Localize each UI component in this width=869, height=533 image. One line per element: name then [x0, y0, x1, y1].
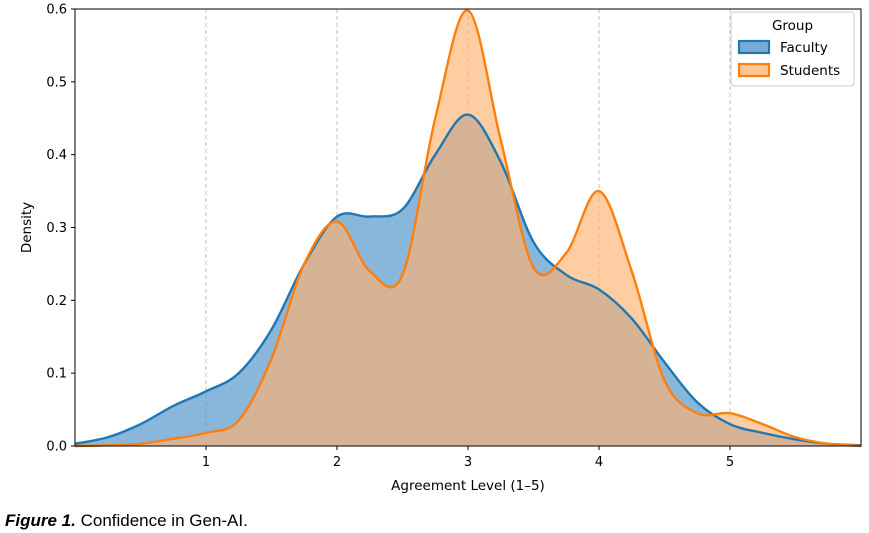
y-axis: 0.0 0.1 0.2 0.3 0.4 0.5 0.6 — [46, 3, 75, 455]
students-density-line — [74, 9, 862, 448]
legend-swatch-faculty — [737, 39, 771, 55]
figure-label: Figure 1. — [5, 511, 76, 530]
legend-label-students: Students — [780, 63, 840, 79]
y-tick-label: 0.4 — [46, 148, 67, 163]
legend-title: Group — [772, 18, 813, 34]
x-tick-label: 2 — [333, 455, 341, 470]
students-density-area — [75, 10, 861, 446]
y-tick-label: 0.0 — [46, 440, 67, 455]
x-tick-label: 1 — [202, 455, 210, 470]
y-tick-label: 0.6 — [46, 3, 67, 18]
x-tick-label: 3 — [464, 455, 472, 470]
y-tick-label: 0.5 — [46, 75, 67, 90]
legend: Group Faculty Students — [730, 11, 855, 87]
legend-swatch-students — [737, 62, 771, 78]
figure-caption-text: Confidence in Gen-AI. — [75, 511, 248, 530]
y-tick-label: 0.3 — [46, 221, 67, 236]
density-chart: 1 2 3 4 5 0.0 0.1 0.2 0.3 0.4 0.5 0.6 Agreement Le… — [19, 3, 862, 494]
series-areas — [74, 9, 862, 448]
faculty-density-line — [74, 113, 862, 447]
x-tick-label: 5 — [726, 455, 734, 470]
x-tick-label: 4 — [595, 455, 603, 470]
y-axis-title: Density — [19, 202, 35, 253]
x-axis-title: Agreement Level (1–5) — [391, 478, 545, 494]
x-axis: 1 2 3 4 5 — [202, 446, 734, 470]
y-tick-label: 0.1 — [46, 367, 67, 382]
y-tick-label: 0.2 — [46, 294, 67, 309]
figure-caption: Figure 1. Confidence in Gen-AI. — [5, 511, 248, 531]
legend-label-faculty: Faculty — [780, 40, 828, 56]
